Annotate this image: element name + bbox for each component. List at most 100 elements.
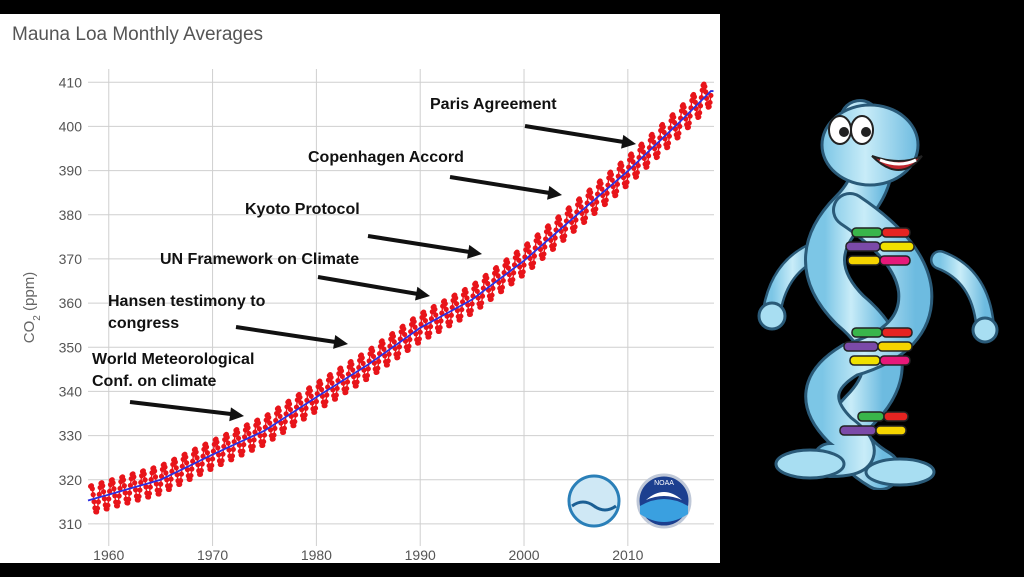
monthly-point	[349, 361, 355, 367]
y-tick-label: 390	[59, 163, 83, 179]
monthly-point	[650, 134, 656, 140]
monthly-point	[453, 295, 459, 301]
monthly-point	[526, 249, 532, 255]
monthly-point	[536, 234, 542, 241]
monthly-point	[685, 124, 691, 130]
monthly-point	[137, 487, 143, 493]
monthly-point	[509, 280, 515, 287]
monthly-point	[147, 484, 153, 490]
y-tick-label: 380	[59, 207, 83, 223]
annotation-arrow	[235, 325, 339, 345]
monthly-point	[521, 262, 527, 268]
monthly-point	[381, 346, 387, 352]
monthly-point	[163, 470, 169, 476]
monthly-point	[443, 306, 449, 312]
monthly-point	[324, 392, 330, 398]
monthly-point	[603, 197, 609, 203]
monthly-point	[271, 432, 277, 438]
dna-helix-cartoon-icon	[757, 99, 999, 490]
monthly-point	[266, 414, 272, 421]
monthly-point	[164, 477, 170, 483]
y-tick-label: 340	[59, 383, 83, 399]
monthly-point	[344, 379, 351, 385]
monthly-point	[619, 163, 625, 169]
monthly-point	[530, 260, 537, 266]
monthly-point	[510, 277, 516, 283]
monthly-point	[280, 429, 287, 435]
monthly-point	[220, 451, 226, 457]
monthly-point	[546, 225, 552, 232]
monthly-point	[568, 213, 574, 219]
monthly-point	[427, 330, 433, 336]
monthly-point	[95, 499, 101, 505]
monthly-point	[261, 439, 267, 445]
monthly-point	[572, 224, 578, 230]
monthly-point	[395, 354, 401, 361]
annotation-arrowhead	[415, 286, 430, 301]
monthly-point	[332, 396, 339, 402]
monthly-point	[633, 174, 640, 180]
monthly-point	[464, 295, 470, 301]
monthly-point	[312, 409, 318, 415]
monthly-point	[630, 159, 636, 165]
monthly-point	[594, 199, 600, 205]
monthly-point	[582, 215, 589, 221]
monthly-point	[703, 89, 709, 95]
monthly-point	[252, 429, 258, 435]
y-tick-label: 310	[59, 516, 83, 532]
monthly-point	[588, 189, 594, 196]
monthly-point	[303, 405, 309, 411]
monthly-point	[577, 198, 583, 205]
monthly-point	[173, 465, 179, 471]
monthly-point	[255, 420, 262, 426]
monthly-point	[343, 389, 349, 396]
monthly-point	[287, 406, 294, 413]
monthly-point	[328, 374, 334, 380]
monthly-point	[334, 385, 340, 392]
monthly-point	[318, 386, 325, 393]
scripps-logo	[567, 474, 621, 528]
monthly-point	[203, 444, 210, 450]
monthly-point	[571, 228, 577, 234]
monthly-point	[179, 463, 185, 469]
monthly-point	[531, 253, 538, 259]
monthly-point	[550, 246, 557, 252]
annotation-label: Paris Agreement	[430, 96, 557, 113]
monthly-point	[552, 235, 558, 241]
monthly-point	[520, 269, 526, 275]
monthly-point	[375, 365, 381, 371]
monthly-point	[126, 490, 133, 496]
monthly-point	[629, 153, 635, 160]
monthly-point	[602, 201, 608, 207]
monthly-point	[339, 373, 345, 380]
monthly-point	[297, 394, 303, 400]
monthly-point	[100, 489, 107, 495]
monthly-point	[573, 217, 579, 223]
monthly-point	[479, 300, 485, 306]
monthly-point	[620, 168, 626, 174]
monthly-point	[661, 129, 667, 135]
monthly-point	[675, 134, 681, 141]
x-tick-label: 1970	[197, 547, 228, 563]
monthly-point	[567, 207, 573, 213]
monthly-point	[421, 312, 428, 318]
monthly-point	[639, 144, 646, 150]
monthly-point	[677, 123, 683, 129]
monthly-point	[374, 369, 380, 375]
monthly-point	[433, 312, 439, 318]
monthly-point	[447, 319, 454, 325]
annotation-arrowhead	[229, 407, 244, 422]
monthly-point	[302, 412, 308, 418]
monthly-point	[126, 496, 132, 502]
monthly-point	[247, 437, 253, 444]
monthly-point	[333, 392, 339, 398]
monthly-point	[551, 242, 557, 248]
monthly-point	[235, 435, 242, 441]
monthly-point	[588, 195, 595, 201]
monthly-point	[614, 181, 621, 187]
monthly-point	[214, 439, 220, 445]
x-tick-label: 2000	[508, 547, 539, 563]
monthly-point	[459, 306, 465, 313]
monthly-point	[530, 264, 536, 270]
monthly-point	[318, 381, 324, 387]
